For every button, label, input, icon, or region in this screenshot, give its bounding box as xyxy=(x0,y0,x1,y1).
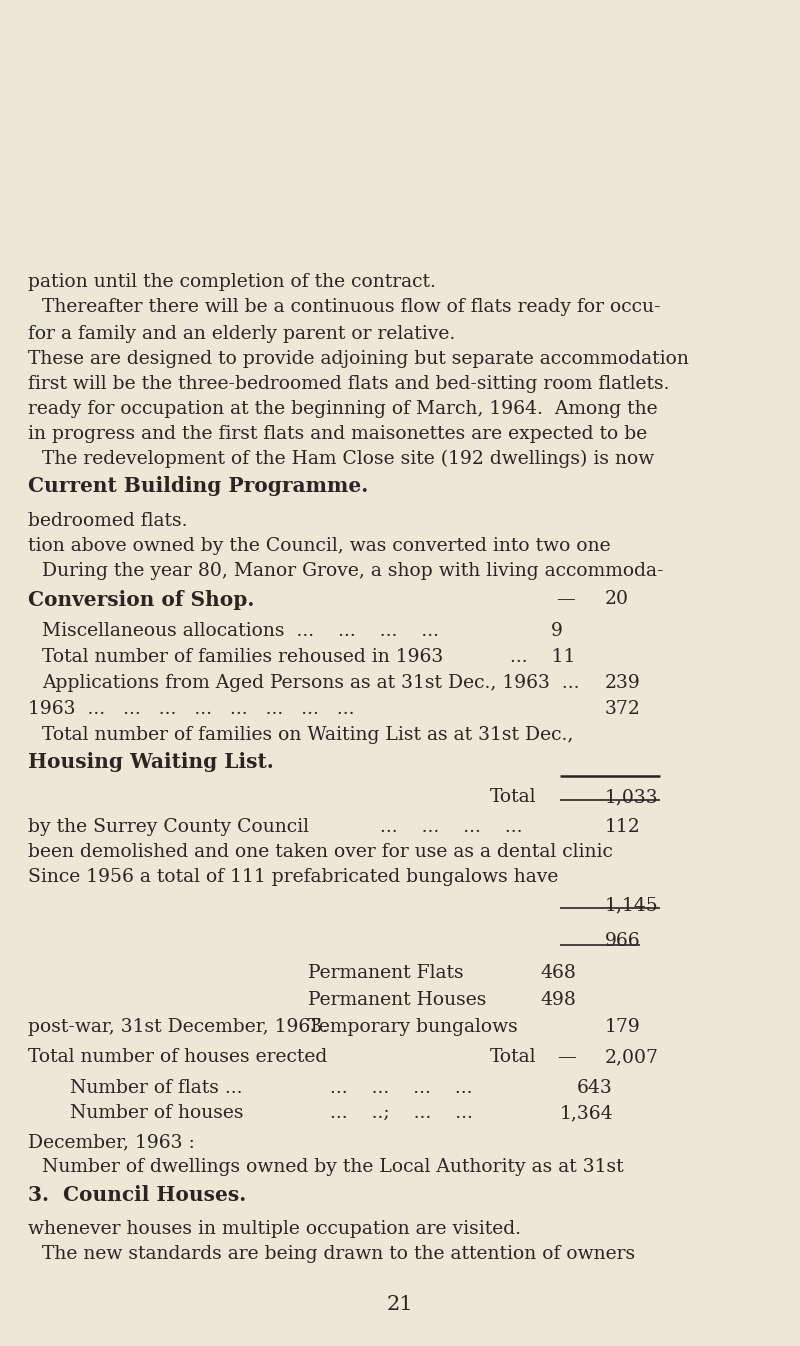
Text: bedroomed flats.: bedroomed flats. xyxy=(28,511,187,530)
Text: whenever houses in multiple occupation are visited.: whenever houses in multiple occupation a… xyxy=(28,1219,521,1238)
Text: 239: 239 xyxy=(605,674,641,692)
Text: December, 1963 :: December, 1963 : xyxy=(28,1133,194,1151)
Text: 21: 21 xyxy=(386,1295,414,1314)
Text: Miscellaneous allocations  ...    ...    ...    ...: Miscellaneous allocations ... ... ... ..… xyxy=(42,622,439,639)
Text: tion above owned by the Council, was converted into two one: tion above owned by the Council, was con… xyxy=(28,537,610,555)
Text: Number of houses: Number of houses xyxy=(70,1104,243,1123)
Text: 468: 468 xyxy=(540,964,576,983)
Text: 643: 643 xyxy=(577,1079,613,1097)
Text: These are designed to provide adjoining but separate accommodation: These are designed to provide adjoining … xyxy=(28,350,689,367)
Text: first will be the three-bedroomed flats and bed-sitting room flatlets.: first will be the three-bedroomed flats … xyxy=(28,376,670,393)
Text: Total number of families rehoused in 1963: Total number of families rehoused in 196… xyxy=(42,647,443,666)
Text: 1,364: 1,364 xyxy=(560,1104,614,1123)
Text: 9: 9 xyxy=(551,622,563,639)
Text: 1,033: 1,033 xyxy=(605,787,658,806)
Text: post-war, 31st December, 1963.: post-war, 31st December, 1963. xyxy=(28,1018,328,1036)
Text: Total number of houses erected: Total number of houses erected xyxy=(28,1049,327,1066)
Text: 179: 179 xyxy=(605,1018,641,1036)
Text: ...    ...    ...    ...: ... ... ... ... xyxy=(330,1079,473,1097)
Text: 3.  Council Houses.: 3. Council Houses. xyxy=(28,1184,246,1205)
Text: —: — xyxy=(556,590,575,608)
Text: ...    11: ... 11 xyxy=(510,647,575,666)
Text: ready for occupation at the beginning of March, 1964.  Among the: ready for occupation at the beginning of… xyxy=(28,400,658,419)
Text: Number of flats ...: Number of flats ... xyxy=(70,1079,242,1097)
Text: Permanent Houses: Permanent Houses xyxy=(308,991,486,1010)
Text: Temporary bungalows: Temporary bungalows xyxy=(308,1018,518,1036)
Text: ...    ...    ...    ...: ... ... ... ... xyxy=(380,818,522,836)
Text: During the year 80, Manor Grove, a shop with living accommoda-: During the year 80, Manor Grove, a shop … xyxy=(42,563,663,580)
Text: been demolished and one taken over for use as a dental clinic: been demolished and one taken over for u… xyxy=(28,843,613,861)
Text: Total: Total xyxy=(490,787,537,806)
Text: 2,007: 2,007 xyxy=(605,1049,659,1066)
Text: The new standards are being drawn to the attention of owners: The new standards are being drawn to the… xyxy=(42,1245,635,1263)
Text: 112: 112 xyxy=(605,818,641,836)
Text: 1963  ...   ...   ...   ...   ...   ...   ...   ...: 1963 ... ... ... ... ... ... ... ... xyxy=(28,700,354,717)
Text: Total: Total xyxy=(490,1049,537,1066)
Text: ...    ..;    ...    ...: ... ..; ... ... xyxy=(330,1104,473,1123)
Text: 372: 372 xyxy=(605,700,641,717)
Text: 1,145: 1,145 xyxy=(605,896,658,914)
Text: Since 1956 a total of 111 prefabricated bungalows have: Since 1956 a total of 111 prefabricated … xyxy=(28,868,558,886)
Text: pation until the completion of the contract.: pation until the completion of the contr… xyxy=(28,273,436,291)
Text: in progress and the first flats and maisonettes are expected to be: in progress and the first flats and mais… xyxy=(28,425,647,443)
Text: 20: 20 xyxy=(605,590,629,608)
Text: Total number of families on Waiting List as at 31st Dec.,: Total number of families on Waiting List… xyxy=(42,725,574,744)
Text: Conversion of Shop.: Conversion of Shop. xyxy=(28,590,254,610)
Text: Housing Waiting List.: Housing Waiting List. xyxy=(28,752,274,773)
Text: for a family and an elderly parent or relative.: for a family and an elderly parent or re… xyxy=(28,324,455,343)
Text: —: — xyxy=(557,1049,576,1066)
Text: Permanent Flats: Permanent Flats xyxy=(308,964,464,983)
Text: Thereafter there will be a continuous flow of flats ready for occu-: Thereafter there will be a continuous fl… xyxy=(42,297,661,316)
Text: The redevelopment of the Ham Close site (192 dwellings) is now: The redevelopment of the Ham Close site … xyxy=(42,450,654,468)
Text: Applications from Aged Persons as at 31st Dec., 1963  ...: Applications from Aged Persons as at 31s… xyxy=(42,674,579,692)
Text: 966: 966 xyxy=(605,931,641,950)
Text: by the Surrey County Council: by the Surrey County Council xyxy=(28,818,309,836)
Text: Current Building Programme.: Current Building Programme. xyxy=(28,476,368,495)
Text: 498: 498 xyxy=(540,991,576,1010)
Text: Number of dwellings owned by the Local Authority as at 31st: Number of dwellings owned by the Local A… xyxy=(42,1158,624,1176)
